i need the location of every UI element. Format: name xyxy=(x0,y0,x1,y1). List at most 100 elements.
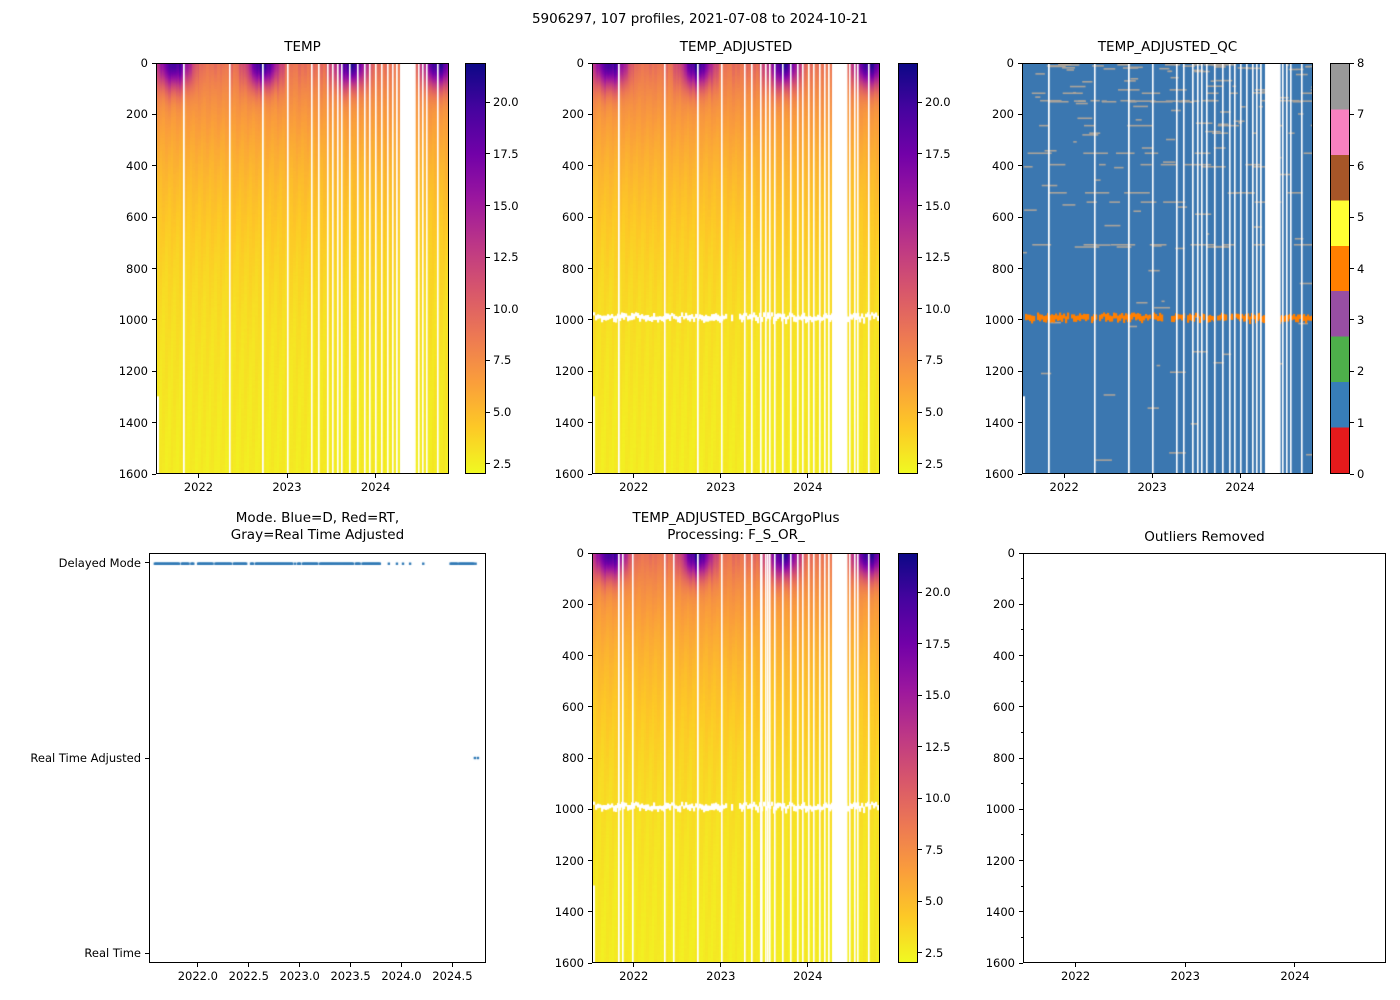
y-tick-label: 800 xyxy=(562,751,584,765)
y-minor-tick xyxy=(1020,936,1023,938)
y-minor-tick xyxy=(1020,885,1023,887)
colorbar-tick-label: 2 xyxy=(1357,364,1365,379)
x-tick-label: 2023 xyxy=(1137,480,1167,494)
x-tick-label: 2022 xyxy=(183,480,214,494)
y-minor-tick xyxy=(1020,731,1023,733)
y-tick xyxy=(588,808,592,810)
colorbar-tick xyxy=(1350,473,1354,475)
y-tick-label: 600 xyxy=(562,210,584,225)
colorbar-tick xyxy=(486,101,490,103)
y-tick-label: 400 xyxy=(126,158,148,173)
colorbar-tick xyxy=(486,411,490,413)
y-tick-label: 0 xyxy=(576,56,584,70)
mode-x-tick-label: 2024.5 xyxy=(432,969,473,983)
y-tick-label: 200 xyxy=(562,107,584,122)
y-tick-label: 0 xyxy=(140,56,148,70)
colorbar-tick-label: 4 xyxy=(1357,261,1365,276)
title-bgc-line2: Processing: F_S_OR_ xyxy=(667,527,805,543)
y-tick-label: 600 xyxy=(126,210,148,225)
mode-category-label: Delayed Mode xyxy=(58,555,141,570)
colorbar-tick xyxy=(918,153,922,155)
y-tick xyxy=(1019,603,1023,605)
colorbar-tick-label: 7.5 xyxy=(493,353,512,368)
x-tick xyxy=(1075,963,1077,967)
y-tick xyxy=(1018,319,1022,321)
y-tick-label: 1400 xyxy=(554,904,584,919)
colorbar-tick xyxy=(486,256,490,258)
mode-x-tick xyxy=(400,963,402,967)
y-tick-label: 200 xyxy=(993,597,1015,612)
colorbar-tick-label: 15.0 xyxy=(493,198,519,213)
x-tick-label: 2022 xyxy=(1060,969,1091,983)
y-tick-label: 1000 xyxy=(118,312,148,327)
y-tick-label: 1200 xyxy=(554,853,584,868)
title-temp: TEMP xyxy=(284,39,321,55)
y-tick xyxy=(588,113,592,115)
y-tick xyxy=(588,757,592,759)
x-tick-label: 2023 xyxy=(706,969,736,983)
x-tick-label: 2024 xyxy=(360,480,391,494)
colorbar-tick xyxy=(918,797,922,799)
title-mode-line1: Mode. Blue=D, Red=RT, xyxy=(235,510,400,526)
y-tick-label: 400 xyxy=(562,158,584,173)
colorbar-bgc xyxy=(898,553,918,963)
colorbar-tick-label: 20.0 xyxy=(493,95,519,110)
y-tick xyxy=(1019,552,1023,554)
colorbar-tick-label: 2.5 xyxy=(493,456,512,471)
colorbar-tick-label: 10.0 xyxy=(925,301,951,316)
colorbar-tick-label: 5.0 xyxy=(925,405,944,420)
colorbar-tick-label: 5 xyxy=(1357,210,1365,225)
colorbar-tick-label: 15.0 xyxy=(925,688,951,703)
colorbar-tick-label: 2.5 xyxy=(925,945,944,960)
y-tick-label: 1600 xyxy=(984,467,1014,481)
colorbar-tick-label: 5.0 xyxy=(925,894,944,909)
colorbar-tick xyxy=(918,591,922,593)
mode-x-tick xyxy=(451,963,453,967)
plot-temp xyxy=(156,63,449,474)
colorbar-tick xyxy=(486,153,490,155)
colorbar-temp xyxy=(465,63,486,474)
x-tick-label: 2022 xyxy=(1049,480,1079,494)
plot-temp-adjusted-qc xyxy=(1022,63,1313,474)
plot-mode xyxy=(149,553,486,963)
y-tick-label: 200 xyxy=(126,107,148,122)
y-tick xyxy=(152,370,156,372)
x-tick-label: 2023 xyxy=(272,480,302,494)
colorbar-tick-label: 2.5 xyxy=(925,456,944,471)
colorbar-tick xyxy=(918,900,922,902)
colorbar-tick-label: 12.5 xyxy=(493,250,519,265)
x-tick xyxy=(633,474,635,478)
y-tick xyxy=(152,62,156,64)
x-tick-label: 2024 xyxy=(1280,969,1310,983)
y-tick xyxy=(1019,911,1023,913)
colorbar-tick-label: 7.5 xyxy=(925,353,944,368)
y-tick-label: 400 xyxy=(992,158,1014,173)
y-tick-label: 1600 xyxy=(554,467,584,481)
colorbar-temp-adjusted xyxy=(898,63,918,474)
y-tick xyxy=(588,706,592,708)
colorbar-tick xyxy=(1350,268,1354,269)
title-mode: Mode. Blue=D, Red=RT, Gray=Real Time Adju… xyxy=(149,510,486,544)
mode-x-tick-label: 2022.5 xyxy=(228,969,269,983)
colorbar-tick xyxy=(918,643,922,645)
y-tick xyxy=(152,422,156,424)
colorbar-tick xyxy=(1350,62,1354,64)
colorbar-tick xyxy=(1350,422,1354,424)
x-tick xyxy=(807,963,809,967)
colorbar-tick-label: 8 xyxy=(1357,56,1365,70)
x-tick xyxy=(286,474,288,478)
y-tick xyxy=(1018,165,1022,167)
y-tick xyxy=(1018,62,1022,64)
colorbar-tick xyxy=(486,205,490,206)
y-tick xyxy=(1019,808,1023,810)
y-tick-label: 1400 xyxy=(554,415,584,430)
colorbar-tick-label: 12.5 xyxy=(925,250,951,265)
y-tick xyxy=(588,860,592,861)
colorbar-tick xyxy=(486,463,490,465)
y-tick xyxy=(1019,655,1023,656)
y-tick-label: 1000 xyxy=(985,802,1015,817)
y-minor-tick xyxy=(1020,629,1023,631)
mode-x-tick-label: 2024.0 xyxy=(381,969,422,983)
y-tick xyxy=(588,62,592,64)
colorbar-qc xyxy=(1330,63,1350,474)
